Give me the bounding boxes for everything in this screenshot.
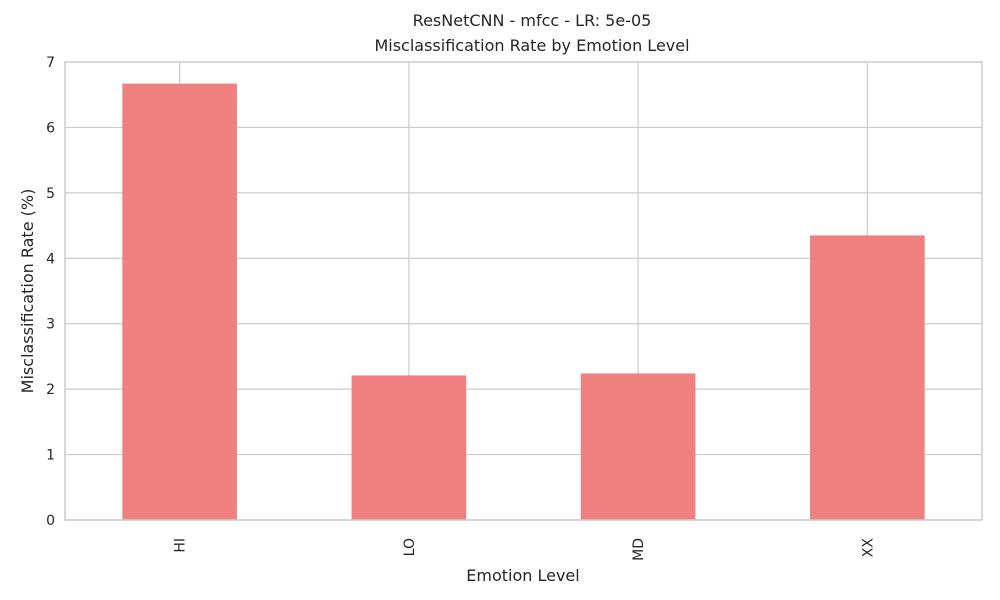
x-axis-label: Emotion Level [466,566,579,585]
chart-title-line1: ResNetCNN - mfcc - LR: 5e-05 [413,11,652,30]
y-tick-label: 1 [46,448,55,464]
x-tick-label: HI [173,538,189,553]
y-axis-label: Misclassification Rate (%) [18,189,37,394]
x-tick-label: XX [860,538,876,558]
y-tick-label: 5 [46,186,55,202]
y-tick-label: 7 [46,55,55,71]
bar-xx [810,235,925,520]
bar-lo [351,375,467,520]
y-tick-label: 4 [46,251,55,267]
plot-frame [64,61,983,521]
x-tick-label: LO [402,538,418,556]
bar-md [580,373,696,520]
x-tick-labels: HI LO MD XX [173,538,877,561]
y-tick-label: 3 [46,317,55,333]
x-tick-label: MD [631,538,647,561]
bars [122,83,925,520]
y-tick-label: 6 [46,120,55,136]
y-tick-label: 2 [46,382,55,398]
y-tick-label: 0 [46,513,55,529]
bar-hi [122,83,237,520]
chart-title-line2: Misclassification Rate by Emotion Level [374,36,689,55]
y-tick-labels: 0 1 2 3 4 5 6 7 [46,55,55,529]
